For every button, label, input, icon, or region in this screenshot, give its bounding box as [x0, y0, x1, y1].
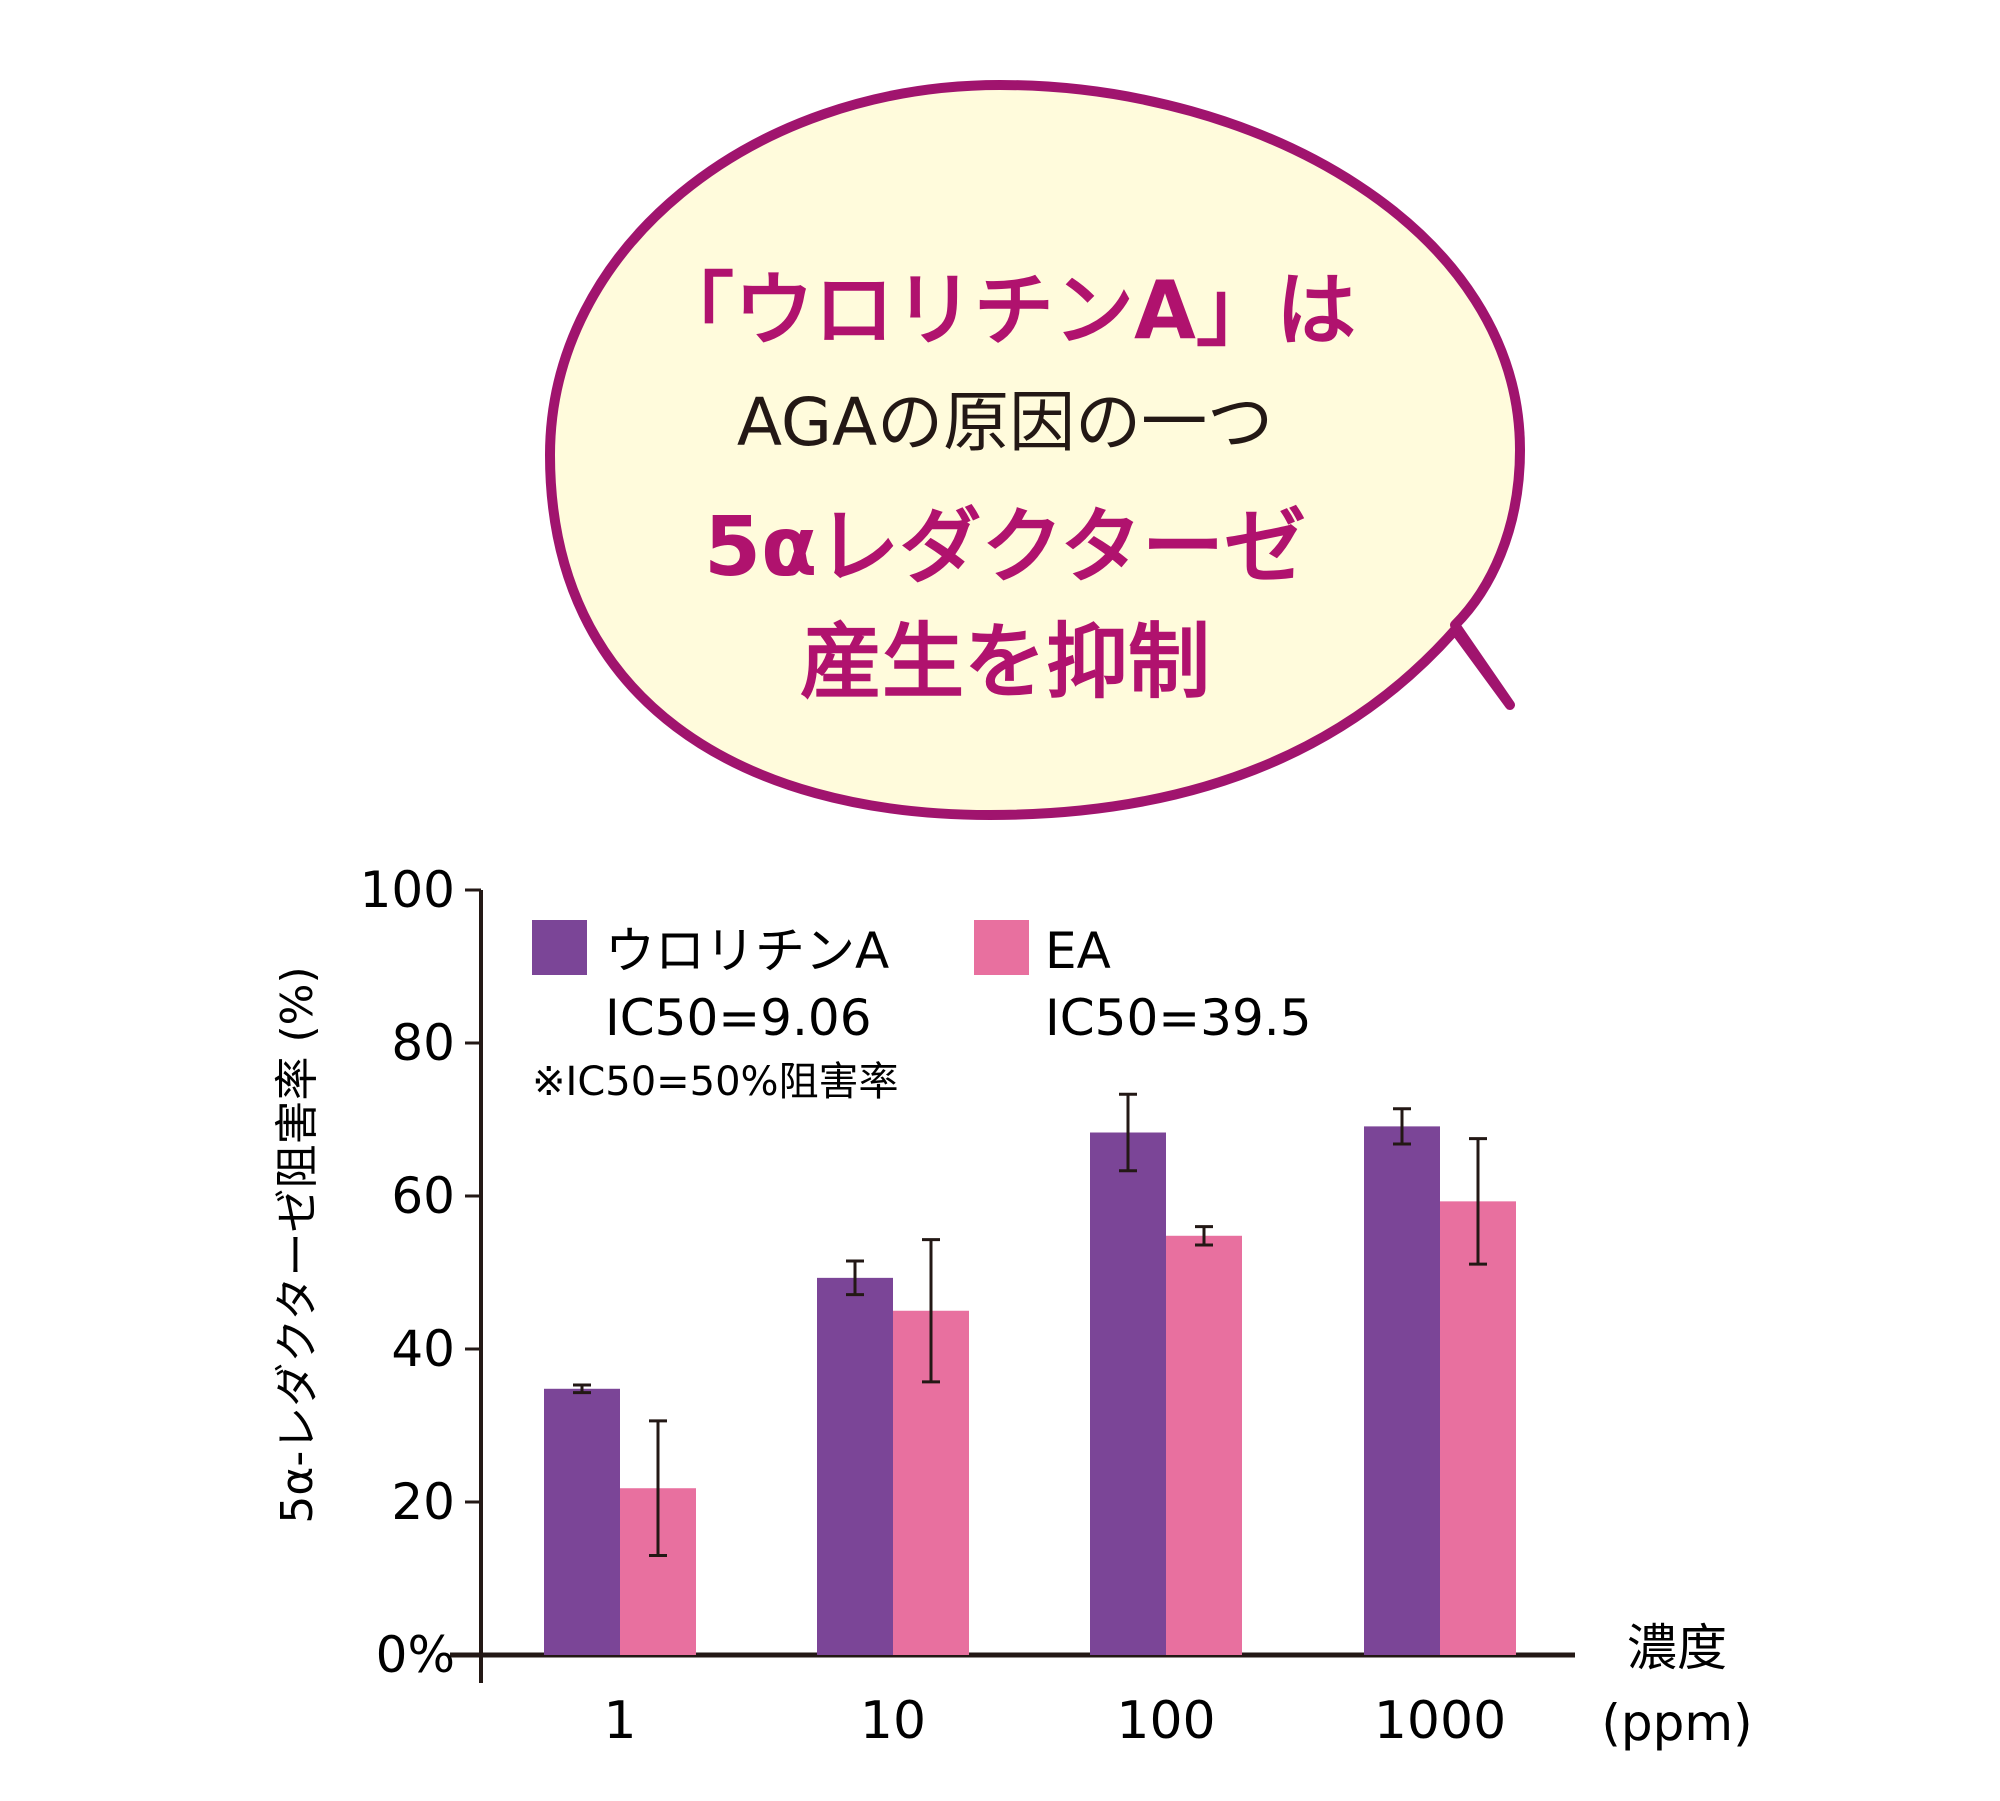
y-ticks: 0% 20 40 60 80 100	[360, 861, 481, 1684]
legend-swatch-urolithin	[532, 920, 587, 975]
x-tick-label: 1	[603, 1691, 636, 1751]
bar-urolithin	[1364, 1126, 1440, 1655]
x-tick-label: 10	[860, 1691, 926, 1751]
bar-ea	[1440, 1201, 1516, 1655]
x-axis-label-line1: 濃度	[1627, 1619, 1727, 1677]
bar-ea	[1166, 1235, 1242, 1655]
ic50-note: ※IC50=50%阻害率	[532, 1059, 899, 1105]
legend-label-ea: EA	[1045, 922, 1111, 980]
bar-urolithin	[544, 1388, 620, 1655]
y-axis-label: 5α-レダクターゼ阻害率 (%)	[272, 966, 323, 1523]
legend-ic50-ea: IC50=39.5	[1045, 989, 1312, 1047]
x-axis-label-line2: (ppm)	[1601, 1694, 1752, 1752]
bubble-line-4: 産生を抑制	[800, 615, 1210, 710]
error-bars	[573, 1092, 1487, 1558]
bubble-line-3: 5αレダクターゼ	[704, 500, 1306, 595]
x-tick-label: 100	[1116, 1691, 1215, 1751]
legend: ウロリチンA IC50=9.06 EA IC50=39.5 ※IC50=50%阻…	[532, 920, 1312, 1105]
bar-urolithin	[817, 1277, 893, 1655]
bubble-line-1: 「ウロリチンA」は	[654, 264, 1356, 357]
bubble-line-2: AGAの原因の一つ	[737, 384, 1273, 461]
legend-ic50-urolithin: IC50=9.06	[605, 989, 872, 1047]
y-tick-label: 20	[391, 1473, 455, 1531]
speech-bubble-shape	[545, 80, 1525, 820]
legend-label-urolithin: ウロリチンA	[605, 922, 889, 980]
x-tick-labels: 1 10 100 1000	[603, 1691, 1506, 1751]
speech-bubble: 「ウロリチンA」は AGAの原因の一つ 5αレダクターゼ 産生を抑制	[545, 80, 1525, 820]
y-tick-label: 0%	[376, 1626, 455, 1684]
y-tick-label: 40	[391, 1320, 455, 1378]
legend-swatch-ea	[974, 920, 1029, 975]
y-tick-label: 80	[391, 1014, 455, 1072]
x-tick-label: 1000	[1374, 1691, 1506, 1751]
bar-urolithin	[1090, 1132, 1166, 1655]
chart: 5α-レダクターゼ阻害率 (%) 0% 20 40 60 80 100 1 10 100 100…	[272, 861, 1753, 1752]
y-tick-label: 100	[360, 861, 455, 919]
y-tick-label: 60	[391, 1167, 455, 1225]
bars	[544, 1126, 1516, 1655]
